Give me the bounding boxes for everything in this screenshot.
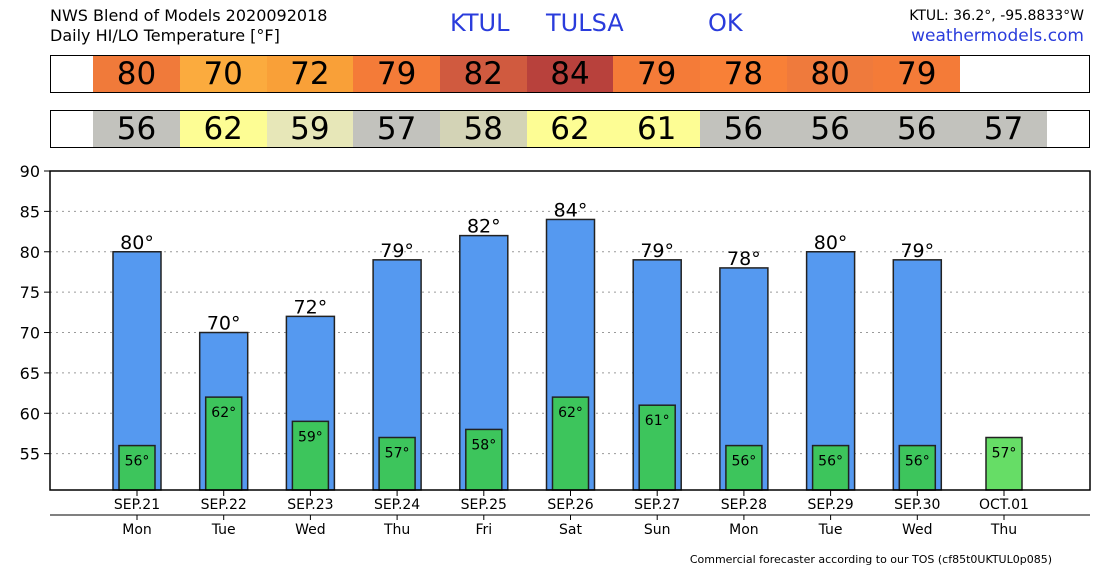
high-temp-label: 82° xyxy=(467,216,501,238)
low-temp-label: 57° xyxy=(385,446,410,462)
x-tick-label-weekday: Fri xyxy=(475,522,492,538)
x-tick-label-weekday: Mon xyxy=(122,522,152,538)
x-tick-label-date: OCT.01 xyxy=(979,497,1029,513)
station-city: TULSA xyxy=(546,9,624,37)
low-temp-cell: 56 xyxy=(786,111,874,147)
low-temp-cell: 57 xyxy=(353,111,440,147)
low-temp-label: 62° xyxy=(558,405,583,421)
high-temp-label: 84° xyxy=(554,199,588,221)
low-temperature-strip: 56 62 59 57 58 62 61 56 56 56 57 xyxy=(50,110,1090,148)
x-tick-label-weekday: Wed xyxy=(902,522,933,538)
chart-title: NWS Blend of Models 2020092018 Daily HI/… xyxy=(50,6,327,46)
low-temp-label: 57° xyxy=(992,446,1017,462)
low-temp-cell: 62 xyxy=(526,111,614,147)
x-tick-label-weekday: Thu xyxy=(383,522,410,538)
x-tick-label-weekday: Sun xyxy=(644,522,671,538)
station-id: KTUL xyxy=(450,9,510,37)
high-temp-cell: 84 xyxy=(526,56,614,92)
low-temp-bar xyxy=(291,420,330,491)
title-line-2: Daily HI/LO Temperature [°F] xyxy=(50,26,280,45)
x-tick-label-weekday: Tue xyxy=(818,522,843,538)
low-temp-label: 58° xyxy=(471,437,496,453)
low-temp-bar xyxy=(465,428,503,491)
low-temp-label: 56° xyxy=(905,454,930,470)
y-tick-label: 55 xyxy=(20,445,40,464)
y-tick-label: 65 xyxy=(20,364,40,383)
high-temp-cell: 82 xyxy=(439,56,527,92)
low-temp-label: 62° xyxy=(211,405,236,421)
low-temp-label: 59° xyxy=(298,429,323,445)
low-temp-cell: 56 xyxy=(873,111,961,147)
low-temp-bar xyxy=(204,396,243,491)
high-temp-label: 70° xyxy=(207,313,241,335)
station-coordinates: KTUL: 36.2°, -95.8833°W xyxy=(909,8,1084,24)
high-temp-label: 79° xyxy=(380,240,414,262)
high-temp-cell: 70 xyxy=(179,56,267,92)
high-temp-label: 79° xyxy=(900,240,934,262)
low-temp-label: 61° xyxy=(645,413,670,429)
x-tick-label-date: SEP.25 xyxy=(461,497,507,513)
y-tick-label: 90 xyxy=(20,162,40,181)
low-temp-cell: 56 xyxy=(700,111,787,147)
low-temp-bar xyxy=(378,436,416,491)
x-tick-label-weekday: Sat xyxy=(559,522,582,538)
high-temp-label: 72° xyxy=(294,296,328,318)
x-tick-label-weekday: Thu xyxy=(990,522,1017,538)
title-line-1: NWS Blend of Models 2020092018 xyxy=(50,6,328,25)
low-temp-cell: 56 xyxy=(93,111,180,147)
station-state: OK xyxy=(708,9,743,37)
high-temp-label: 79° xyxy=(640,240,674,262)
low-temp-label: 56° xyxy=(731,454,756,470)
plot-frame xyxy=(49,170,1091,491)
y-tick-label: 60 xyxy=(20,404,40,423)
y-tick-label: 70 xyxy=(20,324,40,343)
low-temp-bar xyxy=(811,444,850,491)
y-tick-label: 85 xyxy=(20,202,40,221)
x-tick-label-date: SEP.22 xyxy=(201,497,247,513)
high-temp-label: 80° xyxy=(814,232,848,254)
high-temp-cell: 79 xyxy=(613,56,701,92)
high-temp-cell: 79 xyxy=(873,56,961,92)
footer-note: Commercial forecaster according to our T… xyxy=(689,553,1052,566)
x-tick-label-date: SEP.29 xyxy=(807,497,853,513)
low-temp-bar xyxy=(725,444,763,491)
x-tick-label-weekday: Tue xyxy=(211,522,236,538)
high-temp-label: 78° xyxy=(727,248,761,270)
x-tick-label-date: SEP.27 xyxy=(634,497,680,513)
high-temp-cell: 72 xyxy=(266,56,354,92)
low-temp-cell: 61 xyxy=(613,111,701,147)
website-link[interactable]: weathermodels.com xyxy=(911,26,1084,46)
x-tick-label-date: SEP.24 xyxy=(374,497,420,513)
high-temp-cell: 80 xyxy=(93,56,180,92)
y-tick-label: 80 xyxy=(20,243,40,262)
high-temperature-strip: 80 70 72 79 82 84 79 78 80 79 xyxy=(50,55,1090,93)
high-temp-cell: 80 xyxy=(786,56,874,92)
high-temp-cell: 79 xyxy=(353,56,440,92)
x-tick-label-date: SEP.28 xyxy=(721,497,767,513)
x-tick-label-date: SEP.21 xyxy=(114,497,160,513)
low-temp-label: 56° xyxy=(818,454,843,470)
low-temp-bar xyxy=(638,404,676,491)
x-tick-label-weekday: Mon xyxy=(729,522,759,538)
x-tick-label-date: SEP.30 xyxy=(894,497,940,513)
x-tick-label-date: SEP.26 xyxy=(547,497,593,513)
x-tick-label-weekday: Wed xyxy=(295,522,326,538)
high-temp-label: 80° xyxy=(120,232,154,254)
high-temp-cell xyxy=(960,56,1047,92)
low-temp-cell: 57 xyxy=(960,111,1047,147)
low-temp-cell: 59 xyxy=(266,111,354,147)
low-temp-bar xyxy=(118,444,156,491)
high-temp-cell: 78 xyxy=(700,56,787,92)
low-temp-cell: 58 xyxy=(439,111,527,147)
x-tick-label-date: SEP.23 xyxy=(287,497,333,513)
y-tick-label: 75 xyxy=(20,283,40,302)
low-temp-label: 56° xyxy=(125,454,150,470)
low-temp-cell: 62 xyxy=(179,111,267,147)
